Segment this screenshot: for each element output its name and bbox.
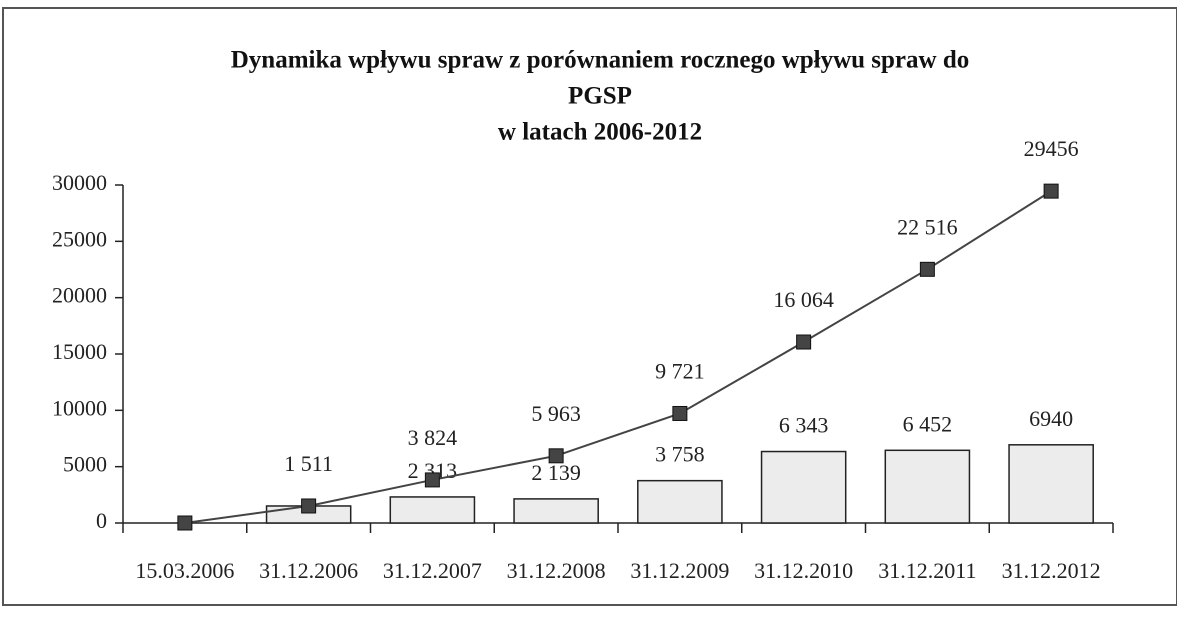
line-marker	[301, 498, 317, 514]
bar	[637, 479, 723, 524]
bar-value-label: 6 343	[779, 413, 829, 438]
line-marker	[796, 334, 812, 350]
x-tick-label: 31.12.2006	[259, 558, 358, 583]
chart-title: w latach 2006-2012	[498, 119, 702, 146]
line-marker	[424, 472, 440, 488]
y-tick-label: 30000	[52, 170, 107, 195]
chart-title: Dynamika wpływu spraw z porównaniem rocz…	[231, 47, 970, 74]
y-tick-label: 10000	[52, 395, 107, 420]
bar	[513, 498, 599, 524]
bar-value-label: 2 139	[531, 460, 581, 485]
bar	[389, 496, 476, 524]
chart-title: PGSP	[568, 83, 632, 110]
bar	[1008, 444, 1094, 524]
line-marker	[1043, 183, 1059, 199]
line-value-label: 22 516	[897, 214, 958, 239]
line-value-label: 16 064	[773, 287, 834, 312]
y-tick-label: 25000	[52, 226, 107, 251]
x-tick-label: 31.12.2008	[507, 558, 606, 583]
x-tick-label: 31.12.2011	[878, 558, 976, 583]
line-marker	[672, 405, 688, 421]
x-tick-label: 31.12.2010	[754, 558, 853, 583]
line-marker	[919, 261, 935, 277]
line-value-label: 3 824	[408, 425, 458, 450]
bar-value-label: 3 758	[655, 442, 705, 467]
bar	[760, 450, 847, 524]
line-marker	[548, 448, 564, 464]
x-tick-label: 15.03.2006	[135, 558, 234, 583]
bar-value-label: 6940	[1029, 406, 1073, 431]
line-value-label: 9 721	[655, 359, 705, 384]
line-marker	[177, 515, 193, 531]
bar-value-label: 6 452	[903, 411, 953, 436]
x-tick-label: 31.12.2009	[630, 558, 729, 583]
x-tick-label: 31.12.2012	[1002, 558, 1101, 583]
x-tick-label: 31.12.2007	[383, 558, 482, 583]
line-value-label: 1 511	[284, 451, 333, 476]
y-tick-label: 0	[96, 508, 107, 533]
y-tick-label: 15000	[52, 339, 107, 364]
y-tick-label: 20000	[52, 283, 107, 308]
frame	[2, 7, 1177, 606]
line-value-label: 5 963	[531, 401, 581, 426]
line	[184, 190, 1052, 524]
y-tick-label: 5000	[63, 452, 107, 477]
line-value-label: 29456	[1024, 136, 1079, 161]
bar	[884, 449, 971, 524]
